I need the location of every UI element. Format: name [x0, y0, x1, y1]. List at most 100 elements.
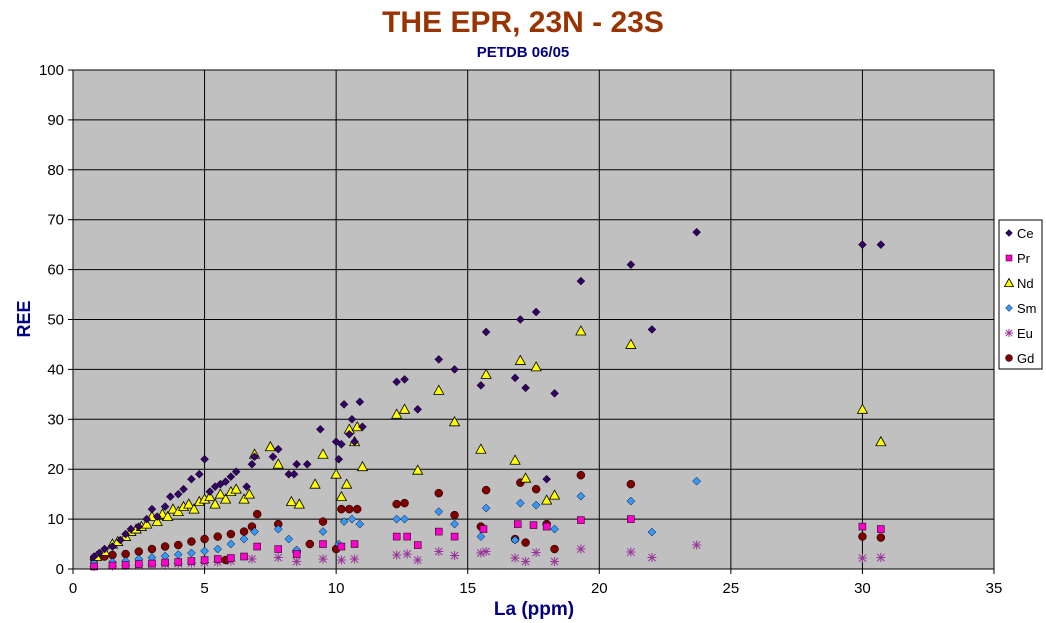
data-point-ce	[392, 377, 402, 387]
data-point-nd	[625, 338, 637, 349]
series-sm	[89, 476, 702, 568]
x-tick-label: 35	[986, 580, 1003, 597]
data-point-gd	[392, 499, 401, 509]
data-point-sm	[576, 491, 586, 501]
data-point-ce	[347, 414, 357, 424]
data-point-ce	[542, 474, 552, 484]
data-point-nd	[875, 435, 887, 447]
data-point-ce	[510, 373, 520, 383]
data-point-gd	[174, 540, 183, 550]
data-point-nd	[204, 490, 216, 502]
data-point-gd	[345, 504, 354, 514]
legend-box	[998, 219, 1043, 370]
data-point-eu	[626, 547, 636, 557]
data-point-pr	[403, 532, 411, 541]
x-tick-label: 0	[69, 580, 77, 597]
series-pr	[90, 515, 885, 571]
y-tick-label: 0	[56, 561, 64, 578]
data-point-ce	[179, 484, 188, 494]
data-point-nd	[209, 498, 221, 509]
data-point-pr	[542, 522, 551, 531]
data-point-pr	[627, 515, 635, 523]
legend-label-pr: Pr	[1017, 251, 1031, 266]
data-point-sm	[355, 519, 365, 529]
data-point-eu	[476, 548, 486, 558]
data-point-eu	[392, 550, 402, 560]
data-point-eu	[292, 557, 302, 567]
chart-subtitle: PETDB 06/05	[476, 44, 570, 61]
y-tick-label: 80	[47, 162, 64, 179]
data-point-ce	[876, 240, 886, 250]
data-point-ce	[350, 437, 359, 447]
data-point-pr	[161, 558, 169, 567]
data-point-sm	[273, 524, 283, 534]
data-point-ce	[247, 459, 257, 469]
data-point-ce	[626, 260, 636, 269]
data-point-ce	[116, 535, 125, 545]
data-point-nd	[530, 361, 542, 372]
data-point-ce	[413, 404, 423, 414]
data-point-ce	[289, 469, 299, 479]
data-point-pr	[227, 554, 235, 562]
data-point-pr	[877, 525, 885, 533]
data-point-ce	[221, 477, 230, 487]
legend-label-sm: Sm	[1017, 301, 1037, 316]
data-point-ce	[121, 529, 130, 539]
y-tick-label: 10	[47, 511, 64, 528]
data-point-eu	[350, 554, 360, 564]
data-point-sm	[400, 514, 409, 524]
data-point-eu	[857, 553, 867, 563]
data-point-sm	[318, 527, 328, 536]
data-point-nd	[398, 403, 411, 414]
data-point-nd	[480, 368, 492, 379]
data-point-nd	[309, 478, 321, 489]
data-point-gd	[239, 527, 249, 536]
data-point-ce	[94, 548, 104, 558]
data-point-gd	[337, 504, 346, 514]
data-point-pr	[187, 557, 196, 565]
data-point-nd	[285, 495, 298, 507]
data-point-sm	[200, 546, 209, 556]
data-point-pr	[337, 542, 346, 551]
x-tick-label: 10	[328, 580, 345, 597]
data-point-sm	[239, 534, 249, 544]
data-point-nd	[264, 440, 277, 452]
data-point-pr	[121, 561, 130, 569]
data-point-nd	[214, 488, 227, 499]
data-point-sm	[339, 517, 349, 526]
data-point-eu	[318, 554, 328, 564]
data-point-sm	[450, 519, 459, 529]
data-point-sm	[213, 544, 223, 554]
data-point-gd	[200, 534, 209, 544]
data-point-gd	[450, 510, 459, 520]
data-point-nd	[317, 448, 329, 459]
data-point-ce	[481, 327, 491, 337]
data-point-nd	[243, 488, 255, 499]
data-point-gd	[576, 470, 586, 480]
data-point-sm	[392, 514, 402, 524]
y-axis-label: REE	[14, 300, 34, 337]
data-point-gd	[160, 542, 170, 551]
data-point-gd	[252, 509, 262, 519]
series-gd	[89, 470, 886, 565]
data-point-pr	[200, 556, 209, 564]
data-point-ce	[226, 472, 236, 482]
data-point-ce	[166, 492, 175, 501]
legend-label-eu: Eu	[1017, 326, 1033, 341]
data-point-nd	[141, 518, 153, 529]
data-point-nd	[509, 454, 521, 465]
data-point-ce	[108, 542, 117, 551]
data-point-pr	[292, 550, 301, 558]
data-points	[89, 227, 887, 572]
data-point-gd	[352, 504, 362, 514]
data-point-pr	[350, 540, 359, 548]
data-point-ce	[550, 388, 559, 398]
data-point-eu	[521, 557, 531, 567]
data-point-ce	[250, 452, 259, 462]
data-point-ce	[316, 424, 325, 434]
data-point-ce	[187, 474, 196, 484]
data-point-ce	[515, 315, 525, 324]
data-point-gd	[531, 484, 541, 494]
data-point-pr	[513, 520, 522, 528]
